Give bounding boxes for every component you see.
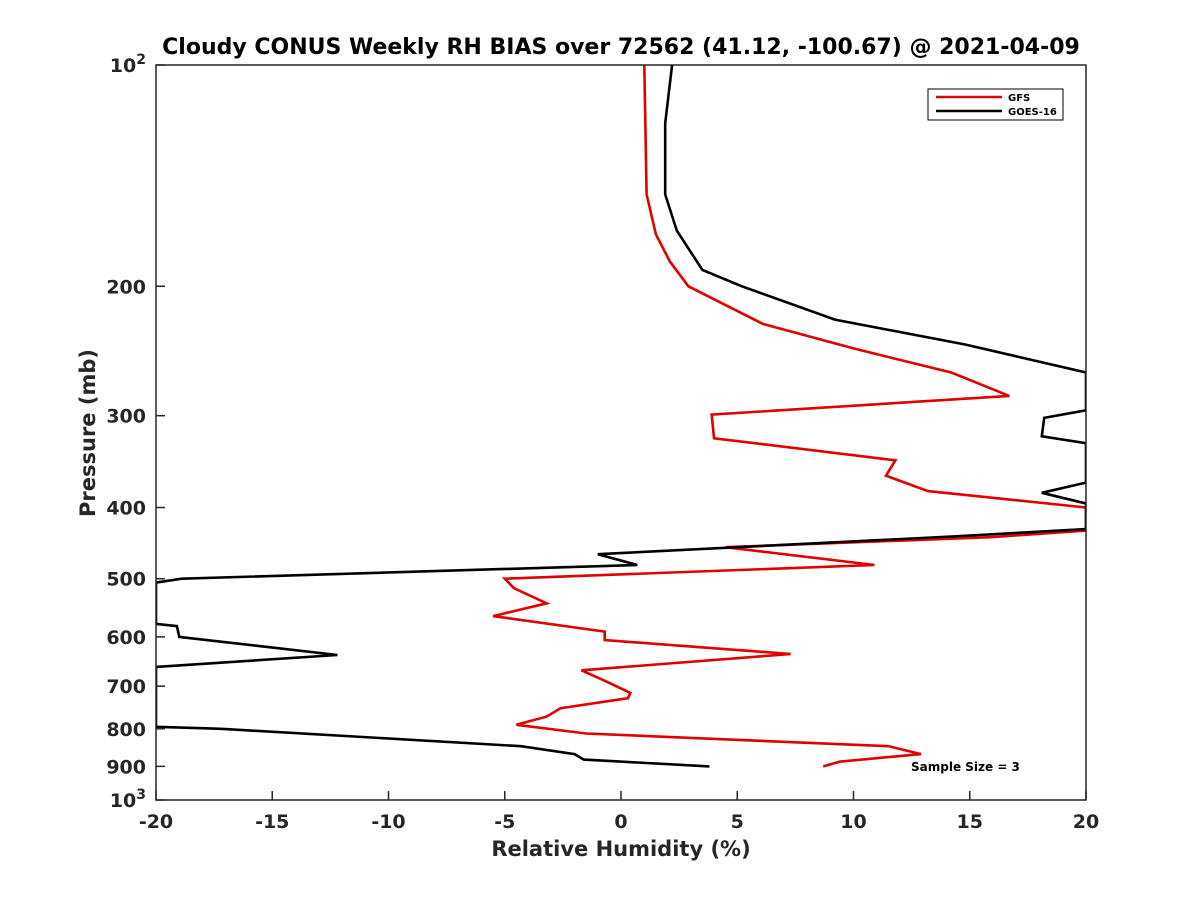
x-tick-label: -20: [139, 811, 173, 833]
legend-label-gfs: GFS: [1008, 93, 1030, 104]
chart-title: Cloudy CONUS Weekly RH BIAS over 72562 (…: [162, 35, 1080, 60]
y-axis-label: Pressure (mb): [76, 349, 100, 517]
y-tick-label: 500: [106, 569, 146, 591]
series-line-gfs: [492, 65, 1086, 768]
y-tick-label: 102: [110, 52, 146, 77]
y-tick-label-exponent: 3: [136, 787, 146, 803]
legend-label-goes16: GOES-16: [1008, 107, 1057, 118]
y-tick-label: 800: [106, 719, 146, 741]
y-tick-label: 700: [106, 676, 146, 698]
y-tick-label: 600: [106, 627, 146, 649]
legend-box: [927, 88, 1064, 121]
y-tick-label-base: 10: [110, 790, 136, 812]
y-tick-label: 900: [106, 756, 146, 778]
x-tick-label: -5: [494, 811, 515, 833]
y-tick-label: 200: [106, 276, 146, 298]
y-tick-label: 300: [106, 406, 146, 428]
y-tick-label: 103: [110, 787, 146, 812]
y-tick-label: 400: [106, 498, 146, 520]
x-tick-label: 5: [731, 811, 744, 833]
series-line-goes16: [156, 65, 1086, 768]
x-axis-label: Relative Humidity (%): [491, 837, 750, 861]
legend: GFS GOES-16: [927, 88, 1064, 121]
x-tick-label: -15: [255, 811, 289, 833]
x-tick-label: -10: [371, 811, 405, 833]
y-tick-label-exponent: 2: [136, 52, 146, 68]
x-axis: -20 -15 -10 -5 0 5 10 15 20: [139, 791, 1099, 833]
plot-area: [156, 65, 1086, 768]
sample-size-annotation: Sample Size = 3: [911, 760, 1020, 774]
y-tick-label-base: 10: [110, 55, 136, 77]
x-tick-label: 10: [840, 811, 866, 833]
x-tick-label: 0: [614, 811, 627, 833]
x-tick-label: 15: [957, 811, 983, 833]
x-tick-label: 20: [1073, 811, 1099, 833]
